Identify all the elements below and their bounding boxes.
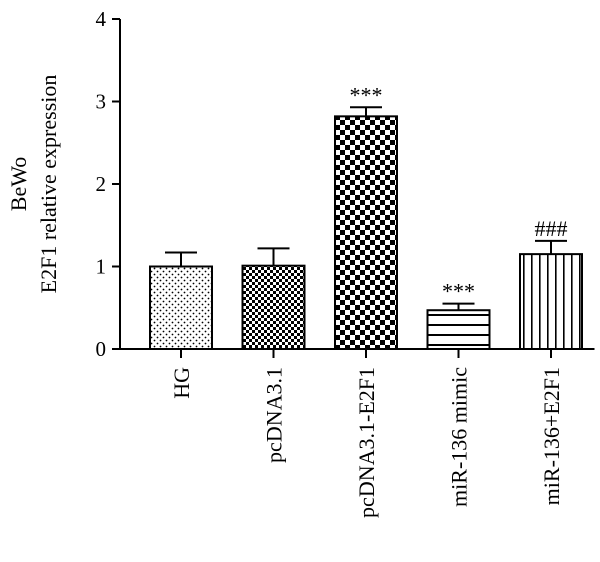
y-tick-label: 0: [96, 337, 107, 361]
x-tick-label: miR-136+E2F1: [539, 367, 564, 505]
x-axis: HG pcDNA3.1 pcDNA3.1-E2F1 miR-136 mimic miR-…: [120, 348, 595, 518]
y-axis: 0 1 2 3 4: [96, 7, 121, 361]
bars-group: *** *** ###: [149, 82, 583, 351]
bar-pcdna3-1-e2f1: [334, 115, 398, 350]
y-axis-title-line2: E2F1 relative expression: [36, 75, 61, 294]
bar-hg: [149, 265, 213, 350]
x-tick-label: HG: [169, 367, 194, 399]
x-tick-label: pcDNA3.1: [262, 367, 287, 463]
bar-mir-136-mimic: [426, 309, 491, 351]
y-tick-label: 1: [96, 255, 107, 279]
y-axis-title-line1: BeWo: [6, 157, 31, 211]
bar-pcdna3-1: [241, 264, 306, 350]
x-tick-label: pcDNA3.1-E2F1: [354, 367, 379, 518]
y-axis-title: BeWo E2F1 relative expression: [6, 75, 61, 294]
x-tick-label: miR-136 mimic: [447, 367, 472, 507]
y-tick-label: 2: [96, 172, 107, 196]
y-tick-label: 3: [96, 90, 107, 114]
bar-mir-136-e2f1: [519, 253, 583, 350]
significance-label: ###: [535, 216, 568, 241]
significance-label: ***: [442, 279, 475, 304]
y-tick-label: 4: [96, 7, 107, 31]
significance-label: ***: [350, 82, 383, 107]
